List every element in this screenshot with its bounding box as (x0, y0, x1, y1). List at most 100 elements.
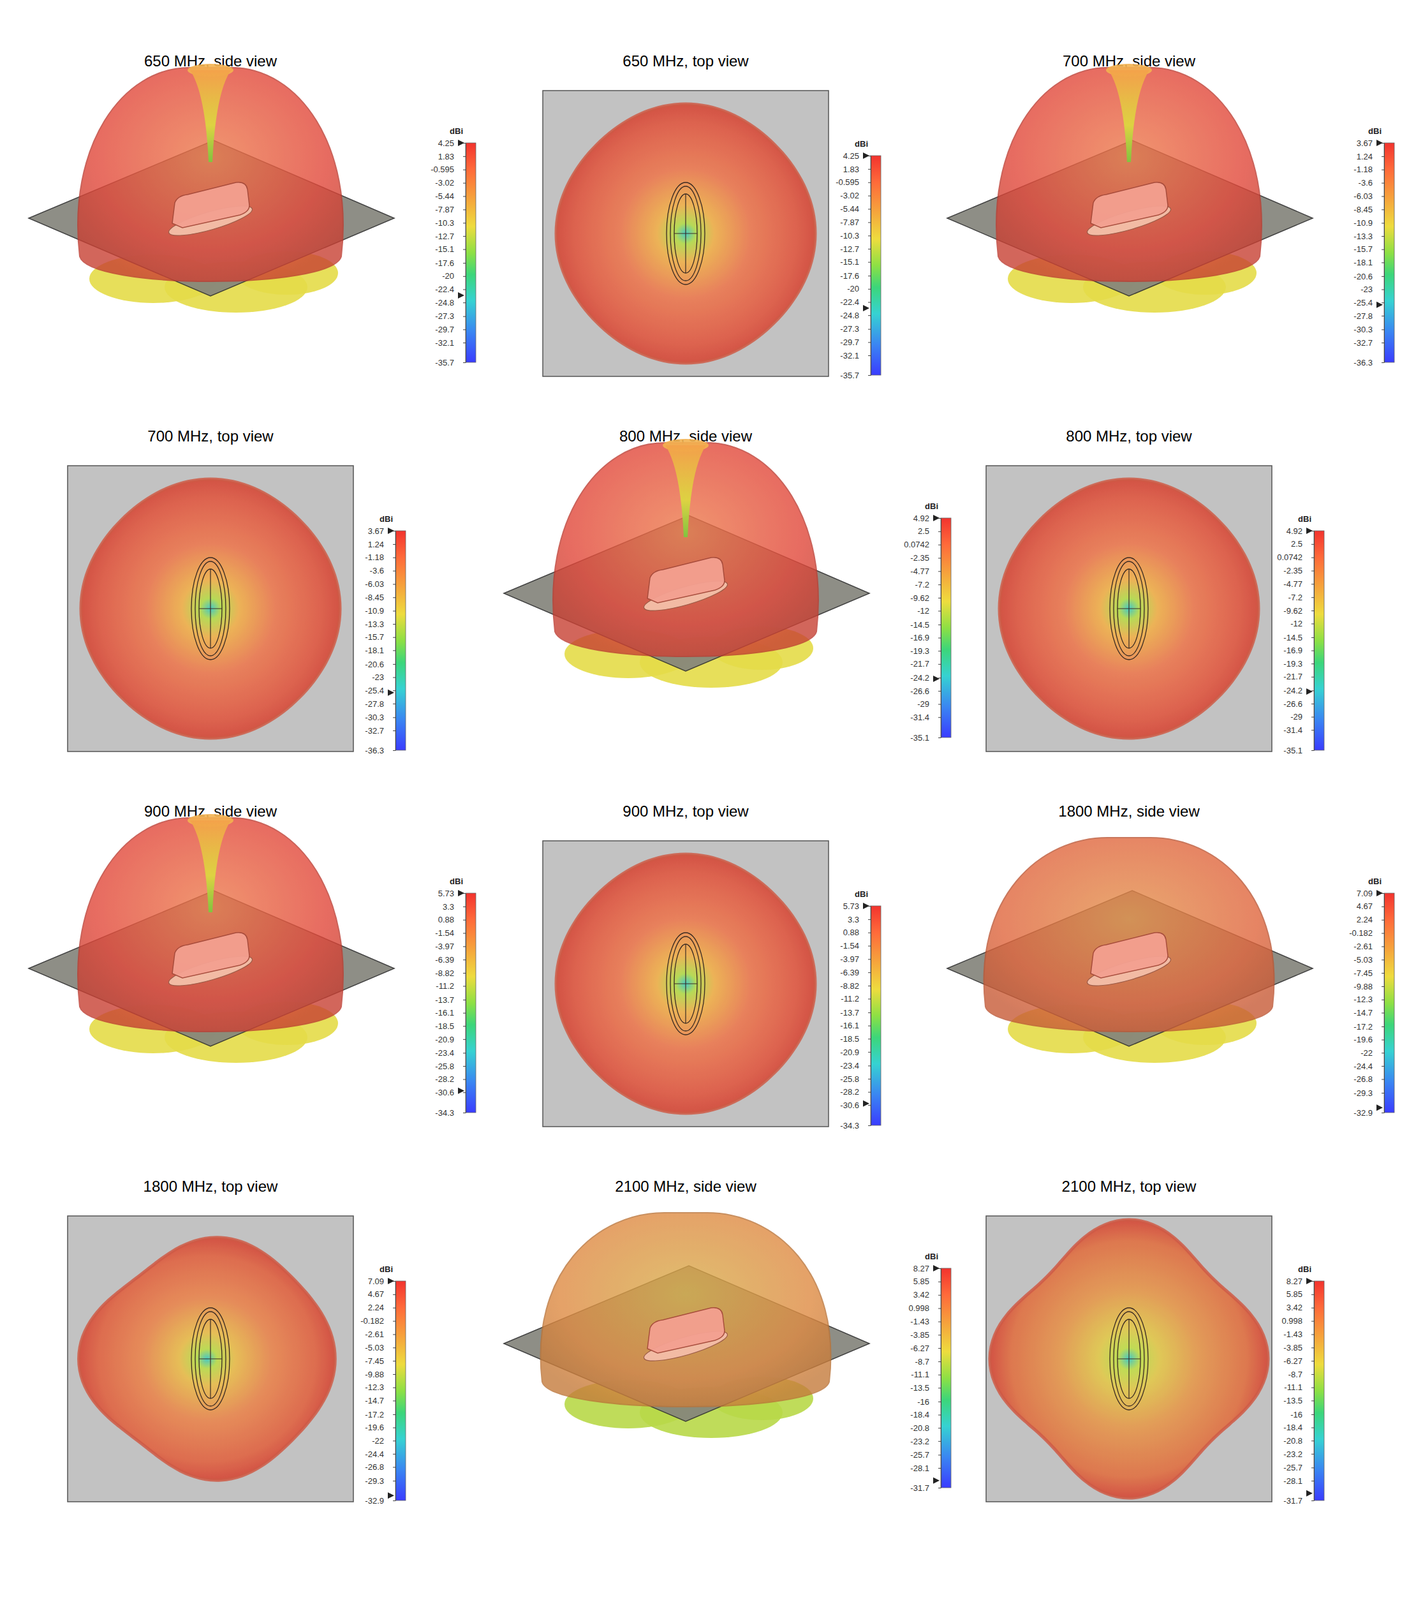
colorbar-tick: -18.5 (435, 1021, 466, 1031)
tick-mark (1381, 999, 1385, 1001)
colorbar-tick: -22 (1360, 1047, 1385, 1058)
tick-label: -15.7 (1353, 244, 1373, 254)
tick-mark (1311, 1373, 1314, 1375)
tick-label: -10.9 (1353, 218, 1373, 228)
tick-label: -8.7 (915, 1356, 930, 1367)
panel: 650 MHz, top viewdBi4.251.83-0.595-3.02-… (542, 52, 881, 381)
tick-label: -8.45 (1353, 204, 1373, 215)
colorbar-tick: -10.3 (840, 230, 871, 241)
tick-label: 5.85 (1286, 1289, 1303, 1299)
panel-title: 650 MHz, top view (622, 52, 749, 70)
colorbar-tick: -26.8 (1353, 1074, 1385, 1084)
colorbar-tick: 5.73 (843, 901, 871, 911)
antenna-outline (199, 608, 222, 610)
tick-label: 2.24 (368, 1302, 384, 1313)
tick-mark (1381, 222, 1385, 224)
tick-label: -10.3 (840, 230, 860, 241)
tick-mark (1311, 557, 1314, 559)
colorbar-tick: -4.77 (910, 566, 941, 576)
colorbar (1313, 530, 1325, 751)
colorbar-tick: -25.4 (1353, 297, 1385, 308)
tick-label: -17.2 (364, 1409, 384, 1420)
tick-label: -35.1 (1283, 745, 1303, 756)
tick-label: -7.2 (915, 579, 930, 590)
colorbar-axis: 3.671.24-1.18-3.6-6.03-8.45-10.9-13.3-15… (1353, 138, 1385, 368)
antenna-outline (1113, 1311, 1145, 1406)
tick-label: -9.62 (910, 593, 930, 603)
antenna (172, 932, 250, 978)
colorbar-axis: 7.094.672.24-0.182-2.61-5.03-7.45-9.88-1… (360, 1276, 396, 1506)
tick-mark (463, 1025, 466, 1027)
colorbar-tick: -20.8 (1283, 1435, 1314, 1446)
tick-label: -24.8 (435, 297, 455, 308)
tick-label: -6.27 (1283, 1356, 1303, 1366)
tick-label: -7.87 (435, 204, 455, 215)
colorbar-marker (387, 1277, 395, 1284)
tick-mark (1381, 933, 1385, 934)
colorbar (465, 892, 476, 1113)
tick-label: 0.0742 (903, 539, 930, 550)
tick-mark (392, 1480, 396, 1482)
colorbar-axis: 8.275.853.420.998-1.43-3.85-6.27-8.7-11.… (908, 1263, 941, 1493)
tick-mark (868, 341, 871, 343)
tick-label: 2.5 (1290, 538, 1303, 549)
colorbar-tick: -25.4 (364, 685, 396, 696)
colorbar-tick: -16 (1290, 1409, 1314, 1420)
tick-mark (868, 221, 871, 223)
colorbar-tick: -27.3 (840, 324, 871, 334)
tick-label: -3.02 (840, 190, 860, 201)
tick-label: -4.77 (1283, 579, 1303, 589)
colorbar-axis-line (465, 143, 467, 363)
colorbar-tick: -27.8 (364, 699, 396, 709)
tick-mark (1311, 544, 1314, 545)
colorbar-title: dBi (1298, 514, 1312, 524)
tick-label: -30.3 (1353, 324, 1373, 335)
tick-label: -18.1 (1353, 257, 1373, 268)
tick-mark (938, 690, 941, 692)
colorbar-tick: 1.83 (843, 163, 871, 174)
tick-mark (1381, 1112, 1385, 1114)
tick-label: 1.24 (1356, 151, 1373, 162)
colorbar-tick: -20.9 (435, 1034, 466, 1045)
antenna-outline (1113, 561, 1145, 656)
colorbar-tick: -18.1 (1353, 257, 1385, 268)
tick-mark (463, 985, 466, 987)
colorbar-tick: 4.92 (913, 513, 941, 524)
tick-label: -13.5 (910, 1382, 930, 1393)
tick-mark (463, 999, 466, 1001)
tick-mark (1311, 716, 1314, 718)
colorbar-tick: 3.67 (1356, 138, 1385, 148)
colorbar-tick: -2.61 (364, 1329, 396, 1339)
tick-label: 1.83 (843, 163, 860, 174)
tick-mark (938, 570, 941, 572)
tick-label: 4.67 (1356, 901, 1373, 911)
colorbar-axis: 7.094.672.24-0.182-2.61-5.03-7.45-9.88-1… (1349, 888, 1385, 1118)
colorbar-title: dBi (449, 126, 464, 136)
tick-mark (463, 169, 466, 171)
antenna-outline (195, 561, 226, 656)
tick-label: -32.9 (364, 1495, 384, 1506)
tick-label: -23.4 (840, 1060, 860, 1071)
antenna-outline (670, 936, 701, 1031)
colorbar-tick: -20 (442, 271, 466, 281)
colorbar-tick: -8.82 (840, 980, 871, 991)
tick-label: -11.2 (840, 993, 860, 1004)
tick-mark (1381, 169, 1385, 171)
tick-mark (938, 677, 941, 679)
tick-label: -26.6 (1283, 699, 1303, 709)
colorbar-tick: 4.92 (1286, 526, 1314, 536)
tick-label: -12 (917, 605, 930, 616)
colorbar-tick: -16.9 (1283, 645, 1314, 656)
antenna-outline (674, 233, 698, 235)
tick-label: -31.7 (910, 1482, 930, 1493)
tick-mark (868, 1051, 871, 1053)
colorbar-tick: 3.3 (847, 914, 871, 925)
tick-mark (1311, 1320, 1314, 1322)
tick-mark (392, 677, 396, 679)
tick-mark (1381, 1052, 1385, 1054)
tick-label: -2.61 (1353, 941, 1373, 952)
tick-label: -16.9 (910, 632, 930, 643)
tick-mark (938, 1281, 941, 1283)
tick-label: -16.9 (1283, 645, 1303, 656)
tick-mark (868, 208, 871, 210)
